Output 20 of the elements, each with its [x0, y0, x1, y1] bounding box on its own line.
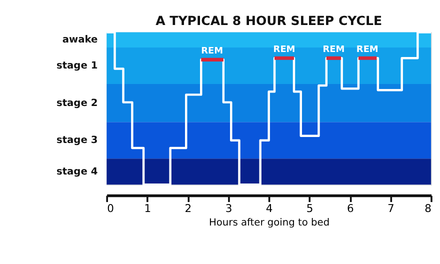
x-tick-label: 6	[346, 202, 354, 215]
annotation: REM	[356, 44, 378, 55]
x-tick-label: 0	[107, 202, 114, 215]
x-axis-title: Hours after going to bed	[209, 217, 330, 228]
annotation: REM	[273, 44, 296, 55]
text: stage 2	[56, 98, 98, 109]
text: awake	[62, 34, 98, 46]
text: stage 3	[56, 135, 98, 146]
x-tick-label: 1	[144, 202, 152, 215]
text: stage 1	[56, 60, 98, 72]
annotation: REM	[201, 46, 224, 56]
chart-title: A TYPICAL 8 HOUR SLEEP CYCLE	[156, 12, 382, 28]
x-tick-label: 3	[225, 202, 232, 215]
text: stage 4	[56, 166, 98, 178]
annotation: REM	[322, 44, 345, 55]
x-tick-label: 2	[184, 202, 192, 215]
x-tick-label: 5	[306, 202, 314, 215]
x-tick-label: 7	[388, 202, 394, 215]
x-tick-label: 4	[266, 202, 273, 215]
x-tick-label: 8	[424, 202, 432, 215]
